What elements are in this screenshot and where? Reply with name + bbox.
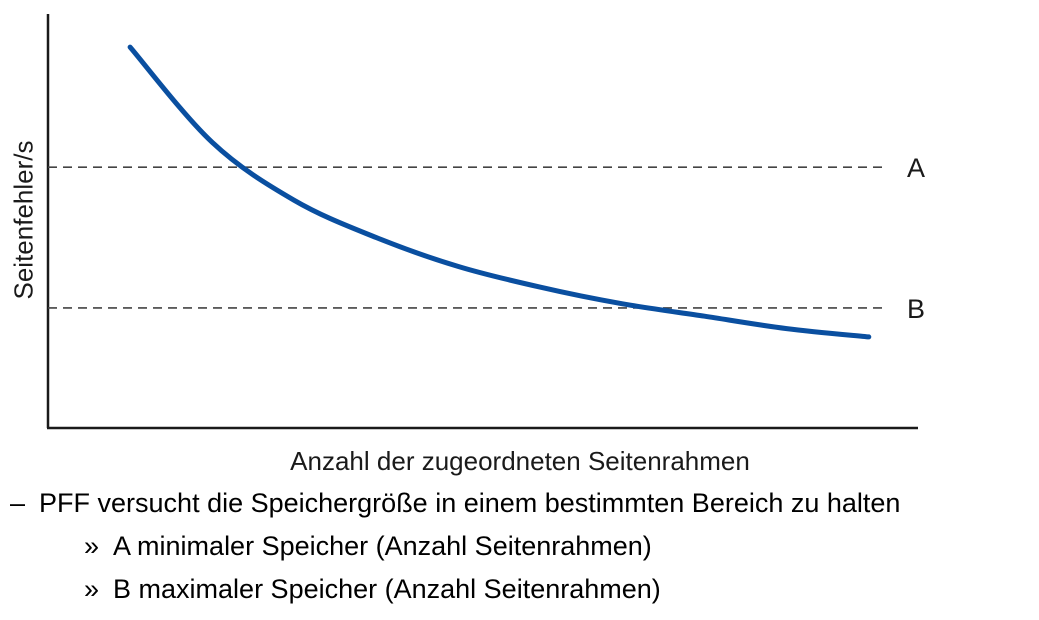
bullet-item-a: » A minimaler Speicher (Anzahl Seitenrahm…: [84, 531, 652, 562]
page-fault-chart: AB: [46, 14, 925, 430]
series-line: [127, 44, 872, 340]
dash-marker: –: [10, 488, 26, 518]
x-axis-label: Anzahl der zugeordneten Seitenrahmen: [290, 446, 750, 476]
threshold-label-a: A: [907, 153, 925, 183]
guillemet-marker: »: [84, 531, 100, 561]
y-axis-label: Seitenfehler/s: [8, 140, 39, 300]
bullet-item-b: » B maximaler Speicher (Anzahl Seitenrahm…: [84, 574, 661, 605]
bullet-text: B maximaler Speicher (Anzahl Seitenrahme…: [113, 574, 661, 604]
threshold-label-b: B: [907, 294, 925, 324]
bullet-text: A minimaler Speicher (Anzahl Seitenrahme…: [113, 531, 652, 561]
bullet-text: PFF versucht die Speichergröße in einem …: [39, 488, 901, 518]
guillemet-marker: »: [84, 574, 100, 604]
bullet-item-pff: – PFF versucht die Speichergröße in einem…: [10, 488, 900, 519]
